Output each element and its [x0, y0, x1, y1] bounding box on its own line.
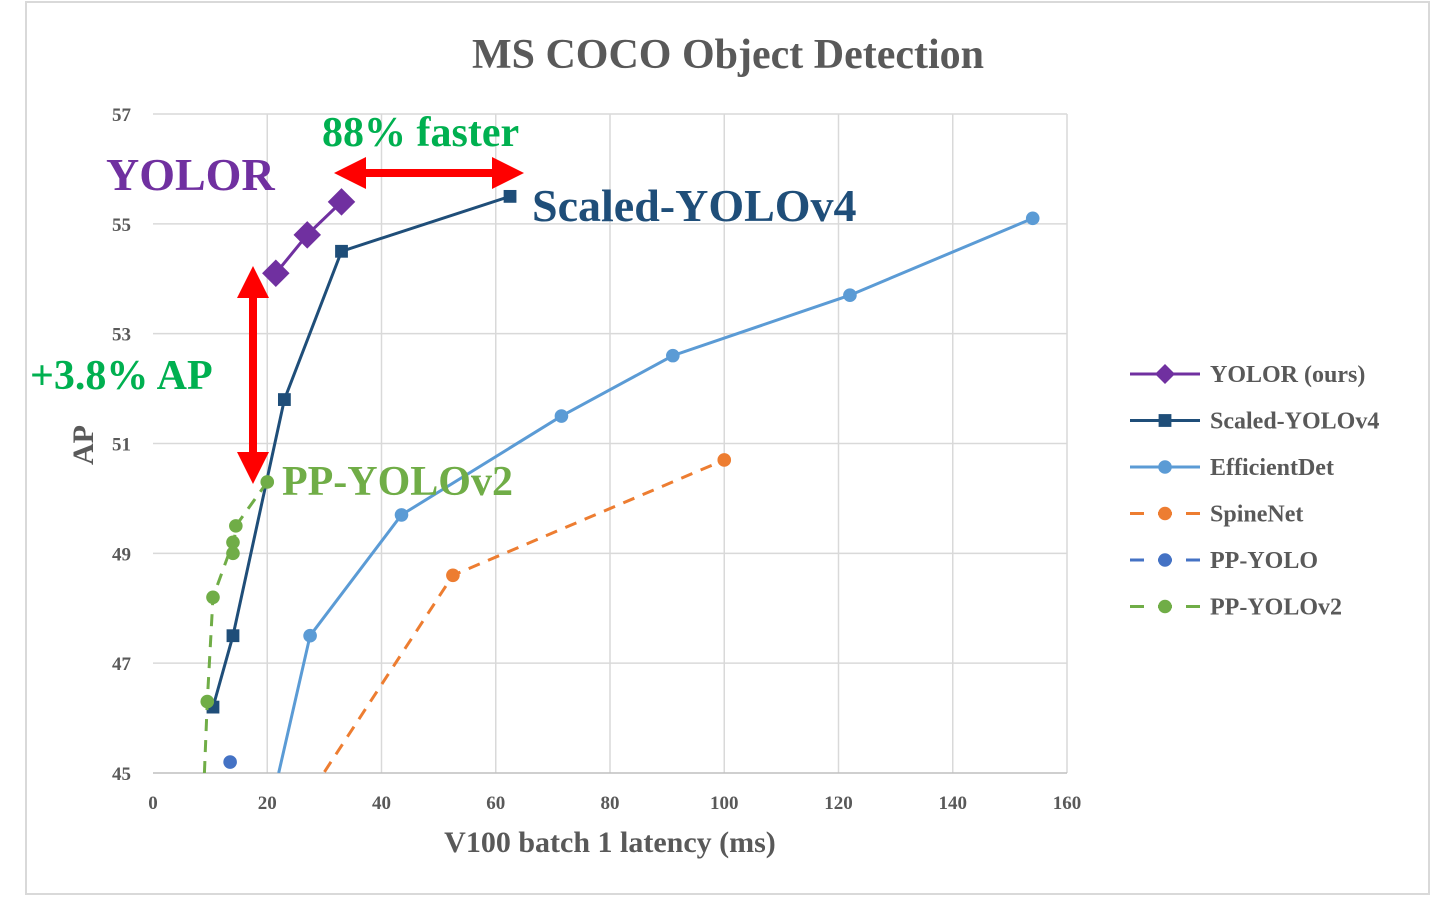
tick-labels: 0 20 40 60 80 100 120 140 160 45 47 49 51 53 55 57	[112, 105, 1081, 814]
legend: YOLOR (ours) Scaled-YOLOv4 EfficientDet Spi…	[1130, 362, 1379, 621]
legend-label: Scaled-YOLOv4	[1210, 409, 1379, 435]
y-tick-label: 45	[112, 764, 131, 785]
data-point-spinenet	[446, 568, 460, 583]
y-tick-label: 47	[112, 654, 132, 675]
data-point-efficientdet	[666, 348, 680, 363]
legend-marker	[1158, 553, 1172, 567]
annotation-scaled-yolov4: Scaled-YOLOv4	[532, 180, 857, 231]
legend-marker	[1158, 460, 1172, 474]
chart-title: MS COCO Object Detection	[472, 32, 984, 78]
x-tick-label: 0	[148, 793, 158, 814]
y-axis-title: AP	[67, 425, 100, 465]
legend-item: SpineNet	[1130, 502, 1303, 528]
y-tick-label: 55	[112, 215, 131, 236]
data-point-pp-yolov2	[206, 590, 220, 605]
x-tick-label: 140	[939, 793, 968, 814]
annotation-yolor: YOLOR	[106, 149, 275, 200]
x-tick-label: 120	[824, 793, 853, 814]
data-point-scaled-yolov4	[277, 393, 291, 406]
x-axis-title: V100 batch 1 latency (ms)	[444, 826, 776, 859]
data-point-efficientdet	[1025, 211, 1040, 226]
x-tick-label: 80	[601, 793, 620, 814]
legend-item: EfficientDet	[1130, 455, 1334, 481]
legend-item: Scaled-YOLOv4	[1130, 409, 1379, 435]
x-tick-label: 60	[486, 793, 505, 814]
x-tick-label: 20	[258, 793, 277, 814]
data-point-pp-yolo	[223, 755, 237, 769]
legend-marker	[1158, 599, 1172, 614]
series-pp-yolov2	[200, 475, 275, 773]
legend-marker	[1155, 364, 1175, 384]
annotation-ap-gain: +3.8% AP	[30, 353, 213, 399]
series-pp-yolo	[223, 755, 237, 769]
legend-marker	[1158, 414, 1172, 427]
data-point-pp-yolov2	[200, 694, 215, 709]
data-point-pp-yolov2	[229, 519, 243, 533]
x-tick-label: 40	[372, 793, 391, 814]
data-point-scaled-yolov4	[226, 629, 240, 643]
series-efficientdet	[277, 211, 1040, 773]
legend-item: YOLOR (ours)	[1130, 362, 1365, 388]
legend-item: PP-YOLOv2	[1130, 595, 1342, 621]
legend-label: PP-YOLOv2	[1210, 595, 1342, 621]
x-tick-label: 100	[710, 793, 739, 814]
y-tick-label: 53	[112, 325, 131, 346]
data-point-yolor-ours	[327, 188, 356, 216]
y-tick-label: 57	[112, 105, 132, 126]
data-point-efficientdet	[554, 409, 569, 423]
x-tick-label: 160	[1053, 793, 1082, 814]
data-point-yolor-ours	[293, 221, 321, 249]
legend-item: PP-YOLO	[1130, 548, 1318, 574]
data-point-efficientdet	[843, 288, 857, 303]
legend-label: PP-YOLO	[1210, 548, 1318, 574]
data-point-efficientdet	[394, 508, 409, 522]
data-point-efficientdet	[303, 628, 317, 643]
annotation-pp-yolov2: PP-YOLOv2	[282, 459, 513, 505]
data-point-pp-yolov2	[226, 535, 240, 550]
data-point-scaled-yolov4	[503, 189, 517, 203]
y-tick-label: 49	[112, 544, 131, 565]
data-point-scaled-yolov4	[335, 244, 348, 258]
data-point-pp-yolov2	[260, 475, 275, 489]
series-spinenet	[321, 453, 732, 773]
legend-label: YOLOR (ours)	[1210, 362, 1365, 388]
data-point-pp-yolov2	[226, 546, 240, 561]
legend-marker	[1158, 506, 1172, 521]
y-tick-label: 51	[112, 435, 131, 456]
legend-label: SpineNet	[1210, 502, 1303, 528]
data-point-spinenet	[717, 453, 732, 467]
annotation-88-faster: 88% faster	[322, 110, 519, 156]
legend-label: EfficientDet	[1210, 455, 1334, 481]
